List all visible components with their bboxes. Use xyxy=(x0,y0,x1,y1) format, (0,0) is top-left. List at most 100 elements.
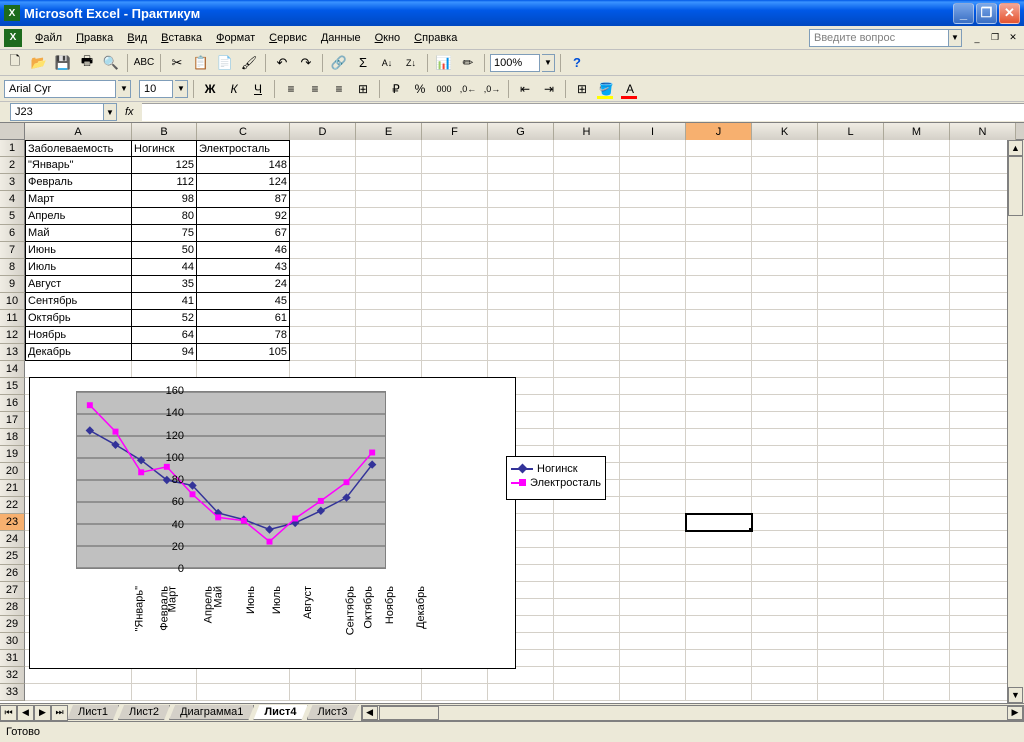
column-header-E[interactable]: E xyxy=(356,123,422,140)
column-header-K[interactable]: K xyxy=(752,123,818,140)
cell[interactable] xyxy=(554,650,620,667)
cell[interactable] xyxy=(884,548,950,565)
cell[interactable] xyxy=(686,514,752,531)
row-header[interactable]: 23 xyxy=(0,514,25,531)
cell[interactable] xyxy=(422,157,488,174)
open-button[interactable]: 📂 xyxy=(28,52,50,74)
print-preview-button[interactable]: 🔍 xyxy=(100,52,122,74)
cell[interactable] xyxy=(554,531,620,548)
cell[interactable] xyxy=(620,446,686,463)
cell[interactable] xyxy=(290,140,356,157)
cell[interactable] xyxy=(422,310,488,327)
cell[interactable] xyxy=(752,565,818,582)
cell[interactable] xyxy=(818,361,884,378)
cell[interactable]: Октябрь xyxy=(25,310,132,327)
cell[interactable] xyxy=(752,310,818,327)
cell[interactable] xyxy=(620,225,686,242)
row-header[interactable]: 9 xyxy=(0,276,25,293)
cell[interactable]: Сентябрь xyxy=(25,293,132,310)
row-header[interactable]: 30 xyxy=(0,633,25,650)
row-header[interactable]: 5 xyxy=(0,208,25,225)
cell[interactable] xyxy=(356,344,422,361)
row-header[interactable]: 3 xyxy=(0,174,25,191)
cell[interactable] xyxy=(686,140,752,157)
cell[interactable]: 125 xyxy=(132,157,197,174)
cell[interactable] xyxy=(752,191,818,208)
cell[interactable] xyxy=(752,361,818,378)
cell[interactable] xyxy=(488,225,554,242)
cell[interactable] xyxy=(620,310,686,327)
cell[interactable] xyxy=(752,242,818,259)
menu-вид[interactable]: Вид xyxy=(120,29,154,47)
cell[interactable] xyxy=(25,667,132,684)
cell[interactable] xyxy=(488,157,554,174)
cell[interactable] xyxy=(686,327,752,344)
cell[interactable] xyxy=(356,667,422,684)
cell[interactable] xyxy=(686,531,752,548)
cell[interactable] xyxy=(884,429,950,446)
cell[interactable]: 87 xyxy=(197,191,290,208)
embedded-chart[interactable]: 020406080100120140160 "Январь"ФевральМар… xyxy=(29,377,516,669)
cell[interactable] xyxy=(752,582,818,599)
cell[interactable] xyxy=(884,667,950,684)
decrease-decimal-button[interactable]: ,0→ xyxy=(481,78,503,100)
cell[interactable] xyxy=(488,293,554,310)
cell[interactable]: 78 xyxy=(197,327,290,344)
cell[interactable] xyxy=(620,191,686,208)
cell[interactable] xyxy=(554,208,620,225)
align-left-button[interactable]: ≡ xyxy=(280,78,302,100)
cell[interactable] xyxy=(818,599,884,616)
cell[interactable]: 98 xyxy=(132,191,197,208)
menu-справка[interactable]: Справка xyxy=(407,29,464,47)
cell[interactable] xyxy=(686,616,752,633)
cell[interactable] xyxy=(488,684,554,701)
cell[interactable]: 43 xyxy=(197,259,290,276)
font-dropdown-icon[interactable]: ▼ xyxy=(118,80,131,98)
cell[interactable] xyxy=(752,140,818,157)
doc-restore-button[interactable]: ❐ xyxy=(987,31,1003,45)
cell[interactable] xyxy=(554,174,620,191)
row-header[interactable]: 24 xyxy=(0,531,25,548)
cell[interactable] xyxy=(620,259,686,276)
cell[interactable] xyxy=(752,378,818,395)
cell[interactable] xyxy=(422,684,488,701)
row-header[interactable]: 29 xyxy=(0,616,25,633)
cell[interactable] xyxy=(752,412,818,429)
cell[interactable] xyxy=(488,140,554,157)
cell[interactable] xyxy=(422,327,488,344)
cell[interactable] xyxy=(818,582,884,599)
cell[interactable]: Декабрь xyxy=(25,344,132,361)
cell[interactable] xyxy=(818,684,884,701)
italic-button[interactable]: К xyxy=(223,78,245,100)
cell[interactable] xyxy=(554,616,620,633)
cell[interactable] xyxy=(884,293,950,310)
column-header-I[interactable]: I xyxy=(620,123,686,140)
font-selector[interactable]: Arial Cyr xyxy=(4,80,116,98)
cell[interactable]: "Январь" xyxy=(25,157,132,174)
cell[interactable] xyxy=(686,378,752,395)
cell[interactable] xyxy=(290,174,356,191)
cell[interactable]: 35 xyxy=(132,276,197,293)
cell[interactable] xyxy=(686,174,752,191)
cell[interactable]: Июнь xyxy=(25,242,132,259)
cell[interactable] xyxy=(884,684,950,701)
cell[interactable] xyxy=(752,531,818,548)
cell[interactable] xyxy=(554,259,620,276)
font-color-button[interactable]: A xyxy=(619,78,641,100)
cell[interactable] xyxy=(686,446,752,463)
borders-button[interactable]: ⊞ xyxy=(571,78,593,100)
cell[interactable] xyxy=(884,191,950,208)
cell[interactable] xyxy=(422,667,488,684)
cell[interactable] xyxy=(356,242,422,259)
cell[interactable] xyxy=(818,650,884,667)
row-header[interactable]: 28 xyxy=(0,599,25,616)
cell[interactable] xyxy=(620,667,686,684)
cell[interactable] xyxy=(686,344,752,361)
cell[interactable] xyxy=(620,463,686,480)
cell[interactable] xyxy=(290,208,356,225)
cell[interactable] xyxy=(884,633,950,650)
cell[interactable] xyxy=(752,395,818,412)
cell[interactable] xyxy=(686,208,752,225)
cell[interactable] xyxy=(818,412,884,429)
cell[interactable]: 45 xyxy=(197,293,290,310)
